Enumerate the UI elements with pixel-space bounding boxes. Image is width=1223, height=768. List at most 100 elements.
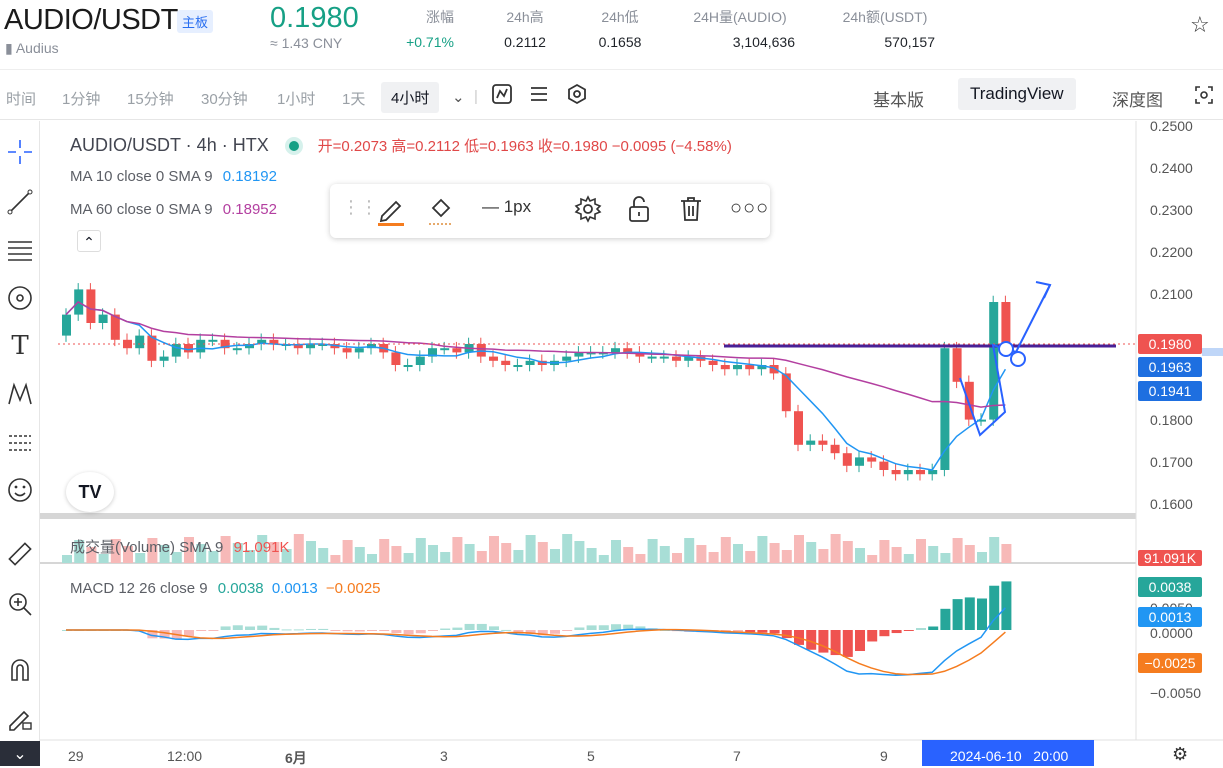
volume-bar (708, 552, 719, 563)
macd-hist-bar (989, 585, 1000, 630)
mode-tradingview[interactable]: TradingView (958, 78, 1076, 110)
ruler-icon[interactable] (3, 537, 37, 571)
pattern-icon[interactable] (3, 377, 37, 411)
settings-hex-icon[interactable] (566, 83, 588, 109)
tf-1m[interactable]: 1分钟 (62, 91, 101, 108)
mode-basic[interactable]: 基本版 (873, 91, 924, 110)
crosshair-icon[interactable] (3, 135, 37, 169)
line-width-select[interactable]: — 1px (482, 197, 532, 216)
time-tick: 29 (68, 748, 84, 764)
macd-hist-bar (184, 630, 194, 637)
candle-body (806, 440, 816, 445)
volume-bar (586, 548, 597, 563)
tf-1d[interactable]: 1天 (342, 91, 366, 108)
screenshot-icon[interactable] (1194, 85, 1214, 110)
zoom-in-icon[interactable] (3, 587, 37, 621)
volume-bar (147, 538, 158, 563)
tradingview-logo-icon[interactable]: TV (66, 472, 114, 512)
volume-bar (415, 538, 426, 563)
macd-line (66, 607, 1006, 676)
tf-time[interactable]: 时间 (6, 91, 37, 108)
macd-hist-bar (281, 629, 292, 631)
volume-bar (391, 546, 402, 563)
trash-icon[interactable] (678, 195, 704, 228)
gann-circle-icon[interactable] (3, 281, 37, 315)
candle-body (489, 356, 498, 361)
macd-hist-bar (269, 627, 280, 630)
tf-1h[interactable]: 1小时 (277, 91, 316, 108)
favorite-star-icon[interactable]: ☆ (1190, 12, 1210, 37)
volume-bar (379, 539, 390, 563)
mode-depth[interactable]: 深度图 (1112, 91, 1163, 110)
candle-body (684, 356, 694, 361)
tf-4h[interactable]: 4小时 (381, 82, 440, 113)
candle-body (720, 365, 730, 370)
trendline-icon[interactable] (3, 185, 37, 219)
volume-bar (916, 539, 926, 563)
candle-body (928, 470, 938, 475)
lock-drawing-icon[interactable] (3, 701, 37, 735)
gear-icon[interactable] (574, 195, 602, 228)
macd-hist-bar (952, 599, 963, 630)
volume-bar (940, 553, 951, 563)
unlock-icon[interactable] (626, 195, 652, 228)
axis-settings-gear-icon[interactable]: ⚙ (1172, 744, 1189, 764)
volume-bar (293, 534, 304, 563)
volume-bar (367, 554, 377, 563)
indicators-icon[interactable] (528, 83, 550, 109)
price-tick: 0.1600 (1150, 496, 1193, 512)
macd-hist-bar (428, 630, 438, 631)
stat-vol-label: 24H量(AUDIO) (693, 9, 787, 25)
path-drawing[interactable] (959, 284, 1051, 437)
macd-hist-bar (379, 630, 390, 631)
fib-lines-icon[interactable] (3, 233, 37, 267)
fill-bucket-icon[interactable] (426, 194, 456, 231)
candle-body (220, 339, 230, 349)
ma60-line (65, 301, 1006, 408)
magnet-icon[interactable] (3, 653, 37, 687)
macd-hist-bar (867, 630, 878, 642)
candle-body (916, 470, 925, 475)
volume-bar (769, 543, 780, 563)
price-tick: 0.1800 (1150, 412, 1193, 428)
drawing-handle[interactable] (1010, 351, 1026, 367)
candle-body (367, 344, 376, 349)
candle-body (110, 314, 120, 340)
time-tick: 7 (733, 748, 741, 764)
macd-hist-bar (562, 630, 573, 631)
candle-body (440, 348, 450, 351)
path-drawing-arrowhead[interactable] (1035, 281, 1052, 299)
chart-type-icon[interactable] (491, 83, 513, 109)
tf-15m[interactable]: 15分钟 (127, 91, 174, 108)
candle-body (647, 356, 657, 359)
text-tool-icon[interactable]: T (11, 331, 29, 361)
toolbar-divider: | (474, 88, 478, 105)
macd-hist-bar (391, 630, 402, 634)
candle-body (501, 360, 511, 365)
candle-body (171, 344, 181, 357)
candle-body (318, 344, 328, 346)
line-color-pencil-icon[interactable] (376, 194, 406, 231)
drawing-handle[interactable] (998, 341, 1014, 357)
last-price-label: 0.1980 (1138, 334, 1202, 354)
candle-body (611, 348, 620, 353)
drag-handle-icon[interactable]: ⋮⋮ (342, 197, 378, 217)
volume-bar (598, 555, 609, 563)
tf-dropdown-chevron-down-icon[interactable]: ⌄ (452, 89, 465, 106)
tf-30m[interactable]: 30分钟 (201, 91, 248, 108)
volume-bar (684, 538, 695, 563)
more-icon[interactable]: ○○○ (730, 197, 770, 219)
ma10-price-label: 0.1941 (1138, 381, 1202, 401)
forecast-icon[interactable] (3, 425, 37, 459)
volume-bar (696, 545, 707, 563)
ma10-legend-label: MA 10 close 0 SMA 9 (70, 168, 213, 185)
collapse-legend-chevron-icon[interactable]: ⌃ (77, 230, 101, 252)
volume-bar (464, 544, 475, 563)
volume-legend-value: 91.091K (233, 539, 290, 556)
collapse-chevron-icon[interactable]: ⌄ (0, 741, 40, 766)
candle-body (147, 335, 157, 361)
emoji-icon[interactable] (3, 473, 37, 507)
candle-body (781, 373, 791, 412)
volume-bars (62, 534, 1012, 563)
